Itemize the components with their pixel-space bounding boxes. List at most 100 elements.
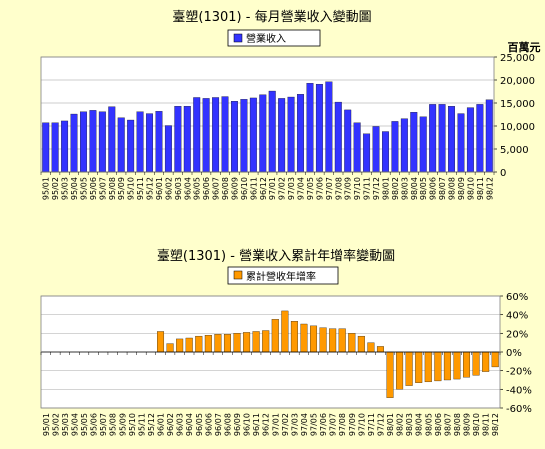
bar xyxy=(463,351,471,378)
y-axis-unit-label: 百萬元 xyxy=(508,40,541,54)
bar xyxy=(410,112,418,173)
bar xyxy=(419,116,427,173)
legend: 營業收入 xyxy=(227,29,321,47)
y-tick-label: 5,000 xyxy=(500,145,529,156)
bar xyxy=(262,330,270,353)
bar xyxy=(329,328,337,353)
x-tick-label: 95/09 xyxy=(117,177,126,200)
x-tick-label: 95/04 xyxy=(70,413,79,436)
x-tick-label: 98/06 xyxy=(429,177,438,200)
x-tick-label: 97/11 xyxy=(367,413,376,436)
bar xyxy=(155,111,163,173)
y-tick-label: 20,000 xyxy=(500,76,535,87)
x-tick-label: 95/02 xyxy=(51,177,60,200)
x-tick-label: 96/04 xyxy=(185,413,194,436)
x-tick-label: 97/10 xyxy=(353,177,362,200)
bar xyxy=(183,106,191,173)
bar xyxy=(344,109,352,173)
bar xyxy=(338,328,346,353)
x-tick-label: 95/06 xyxy=(90,413,99,436)
x-tick-label: 97/03 xyxy=(290,413,299,436)
x-tick-label: 97/09 xyxy=(348,413,357,436)
bar xyxy=(485,99,493,173)
x-tick-label: 98/03 xyxy=(400,177,409,200)
x-tick-label: 96/01 xyxy=(155,177,164,200)
x-tick-label: 98/01 xyxy=(381,177,390,200)
bar xyxy=(472,351,480,376)
bar xyxy=(233,333,241,353)
x-tick-label: 96/02 xyxy=(166,413,175,436)
bar xyxy=(453,351,461,380)
bar xyxy=(281,310,289,353)
bar xyxy=(70,113,78,173)
x-tick-label: 96/02 xyxy=(164,177,173,200)
x-tick-label: 97/08 xyxy=(338,413,347,436)
x-tick-label: 97/07 xyxy=(325,177,334,200)
x-tick-label: 98/11 xyxy=(482,413,491,436)
bar xyxy=(306,83,314,173)
x-tick-label: 96/12 xyxy=(262,413,271,436)
x-tick-label: 96/11 xyxy=(249,177,258,200)
bar xyxy=(415,351,423,383)
legend-box xyxy=(227,266,339,285)
bar xyxy=(290,321,298,353)
x-tick-label: 98/08 xyxy=(453,413,462,436)
bar xyxy=(61,120,69,173)
bar xyxy=(268,90,276,173)
x-tick-label: 96/08 xyxy=(221,177,230,200)
bar xyxy=(212,97,220,173)
bar xyxy=(367,342,375,353)
x-tick-label: 95/08 xyxy=(109,413,118,436)
x-tick-label: 96/09 xyxy=(230,177,239,200)
x-tick-label: 96/04 xyxy=(183,177,192,200)
x-tick-label: 98/05 xyxy=(424,413,433,436)
bar xyxy=(476,104,484,173)
bar xyxy=(405,351,413,386)
bar xyxy=(396,351,404,390)
x-tick-label: 98/07 xyxy=(438,177,447,200)
bar xyxy=(243,332,251,353)
x-tick-label: 98/04 xyxy=(415,413,424,436)
x-tick-label: 96/09 xyxy=(233,413,242,436)
x-tick-label: 98/01 xyxy=(386,413,395,436)
bar xyxy=(382,131,389,173)
x-tick-label: 98/05 xyxy=(419,177,428,200)
x-tick-label: 98/09 xyxy=(463,413,472,436)
x-tick-label: 96/05 xyxy=(195,413,204,436)
bar xyxy=(51,122,59,173)
bar xyxy=(443,351,451,381)
y-tick-label: 0% xyxy=(506,348,522,359)
legend-swatch xyxy=(233,270,243,280)
bar xyxy=(491,351,499,368)
bar xyxy=(146,113,153,173)
bar xyxy=(357,335,365,353)
bar xyxy=(157,331,165,353)
x-tick-label: 95/08 xyxy=(108,177,117,200)
x-tick-label: 97/06 xyxy=(315,177,324,200)
x-tick-label: 96/10 xyxy=(243,413,252,436)
x-tick-label: 98/12 xyxy=(491,413,500,436)
x-tick-label: 97/12 xyxy=(372,177,381,200)
y-tick-label: 15,000 xyxy=(500,99,535,110)
x-tick-label: 96/11 xyxy=(252,413,261,436)
y-tick-label: 0 xyxy=(500,168,506,179)
bar xyxy=(202,98,210,173)
x-tick-label: 98/06 xyxy=(434,413,443,436)
x-tick-label: 95/07 xyxy=(98,177,107,200)
legend: 累計營收年增率 xyxy=(227,266,339,285)
y-tick-label: -40% xyxy=(506,385,532,396)
x-tick-label: 97/05 xyxy=(306,177,315,200)
x-tick-label: 96/08 xyxy=(223,413,232,436)
y-tick-label: 10,000 xyxy=(500,122,535,133)
x-tick-label: 96/01 xyxy=(157,413,166,436)
legend-box xyxy=(227,29,321,47)
x-tick-label: 95/06 xyxy=(89,177,98,200)
bar xyxy=(249,97,257,173)
x-tick-label: 95/12 xyxy=(146,177,155,200)
x-tick-label: 98/12 xyxy=(485,177,494,200)
y-tick-label: 40% xyxy=(506,311,528,322)
x-tick-label: 98/10 xyxy=(472,413,481,436)
bar xyxy=(372,126,380,173)
bar xyxy=(252,331,260,353)
bar xyxy=(240,99,248,173)
